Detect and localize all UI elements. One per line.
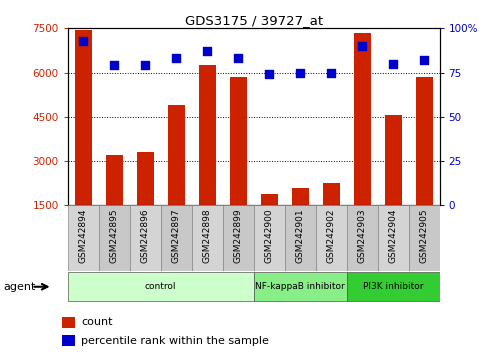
Point: [358, 43, 366, 49]
Bar: [137, 152, 154, 205]
Bar: [168, 105, 185, 205]
Text: agent: agent: [3, 282, 36, 292]
Text: count: count: [81, 318, 113, 327]
Bar: [229, 77, 247, 205]
Bar: [99, 205, 129, 271]
Point: [389, 61, 397, 67]
Point: [79, 38, 87, 44]
Point: [203, 48, 211, 54]
Bar: [106, 155, 123, 205]
Point: [172, 56, 180, 61]
Text: GSM242898: GSM242898: [202, 209, 212, 263]
Text: GSM242897: GSM242897: [171, 209, 181, 263]
Bar: [74, 30, 92, 205]
Point: [141, 63, 149, 68]
Bar: [223, 205, 254, 271]
Text: NF-kappaB inhibitor: NF-kappaB inhibitor: [255, 282, 345, 291]
Text: GSM242902: GSM242902: [327, 209, 336, 263]
Text: GSM242900: GSM242900: [265, 209, 273, 263]
Title: GDS3175 / 39727_at: GDS3175 / 39727_at: [185, 14, 323, 27]
Text: control: control: [145, 282, 176, 291]
Bar: [292, 188, 309, 205]
Text: PI3K inhibitor: PI3K inhibitor: [363, 282, 423, 291]
Bar: [254, 273, 347, 301]
Point: [265, 72, 273, 77]
Text: GSM242895: GSM242895: [110, 209, 119, 263]
Text: GSM242903: GSM242903: [357, 209, 367, 263]
Bar: [284, 205, 315, 271]
Bar: [254, 205, 284, 271]
Bar: [315, 205, 347, 271]
Text: percentile rank within the sample: percentile rank within the sample: [81, 336, 269, 346]
Bar: [192, 205, 223, 271]
Bar: [129, 205, 161, 271]
Text: GSM242905: GSM242905: [420, 209, 428, 263]
Bar: [68, 273, 254, 301]
Bar: [323, 183, 340, 205]
Bar: [415, 77, 433, 205]
Text: GSM242901: GSM242901: [296, 209, 305, 263]
Text: GSM242894: GSM242894: [79, 209, 87, 263]
Point: [110, 63, 118, 68]
Point: [296, 70, 304, 75]
Text: GSM242904: GSM242904: [388, 209, 398, 263]
Bar: [161, 205, 192, 271]
Text: GSM242896: GSM242896: [141, 209, 150, 263]
Bar: [384, 115, 401, 205]
Point: [327, 70, 335, 75]
Point: [420, 57, 428, 63]
Bar: [378, 205, 409, 271]
Text: GSM242899: GSM242899: [234, 209, 242, 263]
Bar: [409, 205, 440, 271]
Bar: [260, 194, 278, 205]
Point: [234, 56, 242, 61]
Bar: [199, 65, 215, 205]
Bar: [347, 273, 440, 301]
Bar: [68, 205, 99, 271]
Bar: [62, 317, 75, 328]
Bar: [354, 33, 370, 205]
Bar: [62, 335, 75, 346]
Bar: [347, 205, 378, 271]
